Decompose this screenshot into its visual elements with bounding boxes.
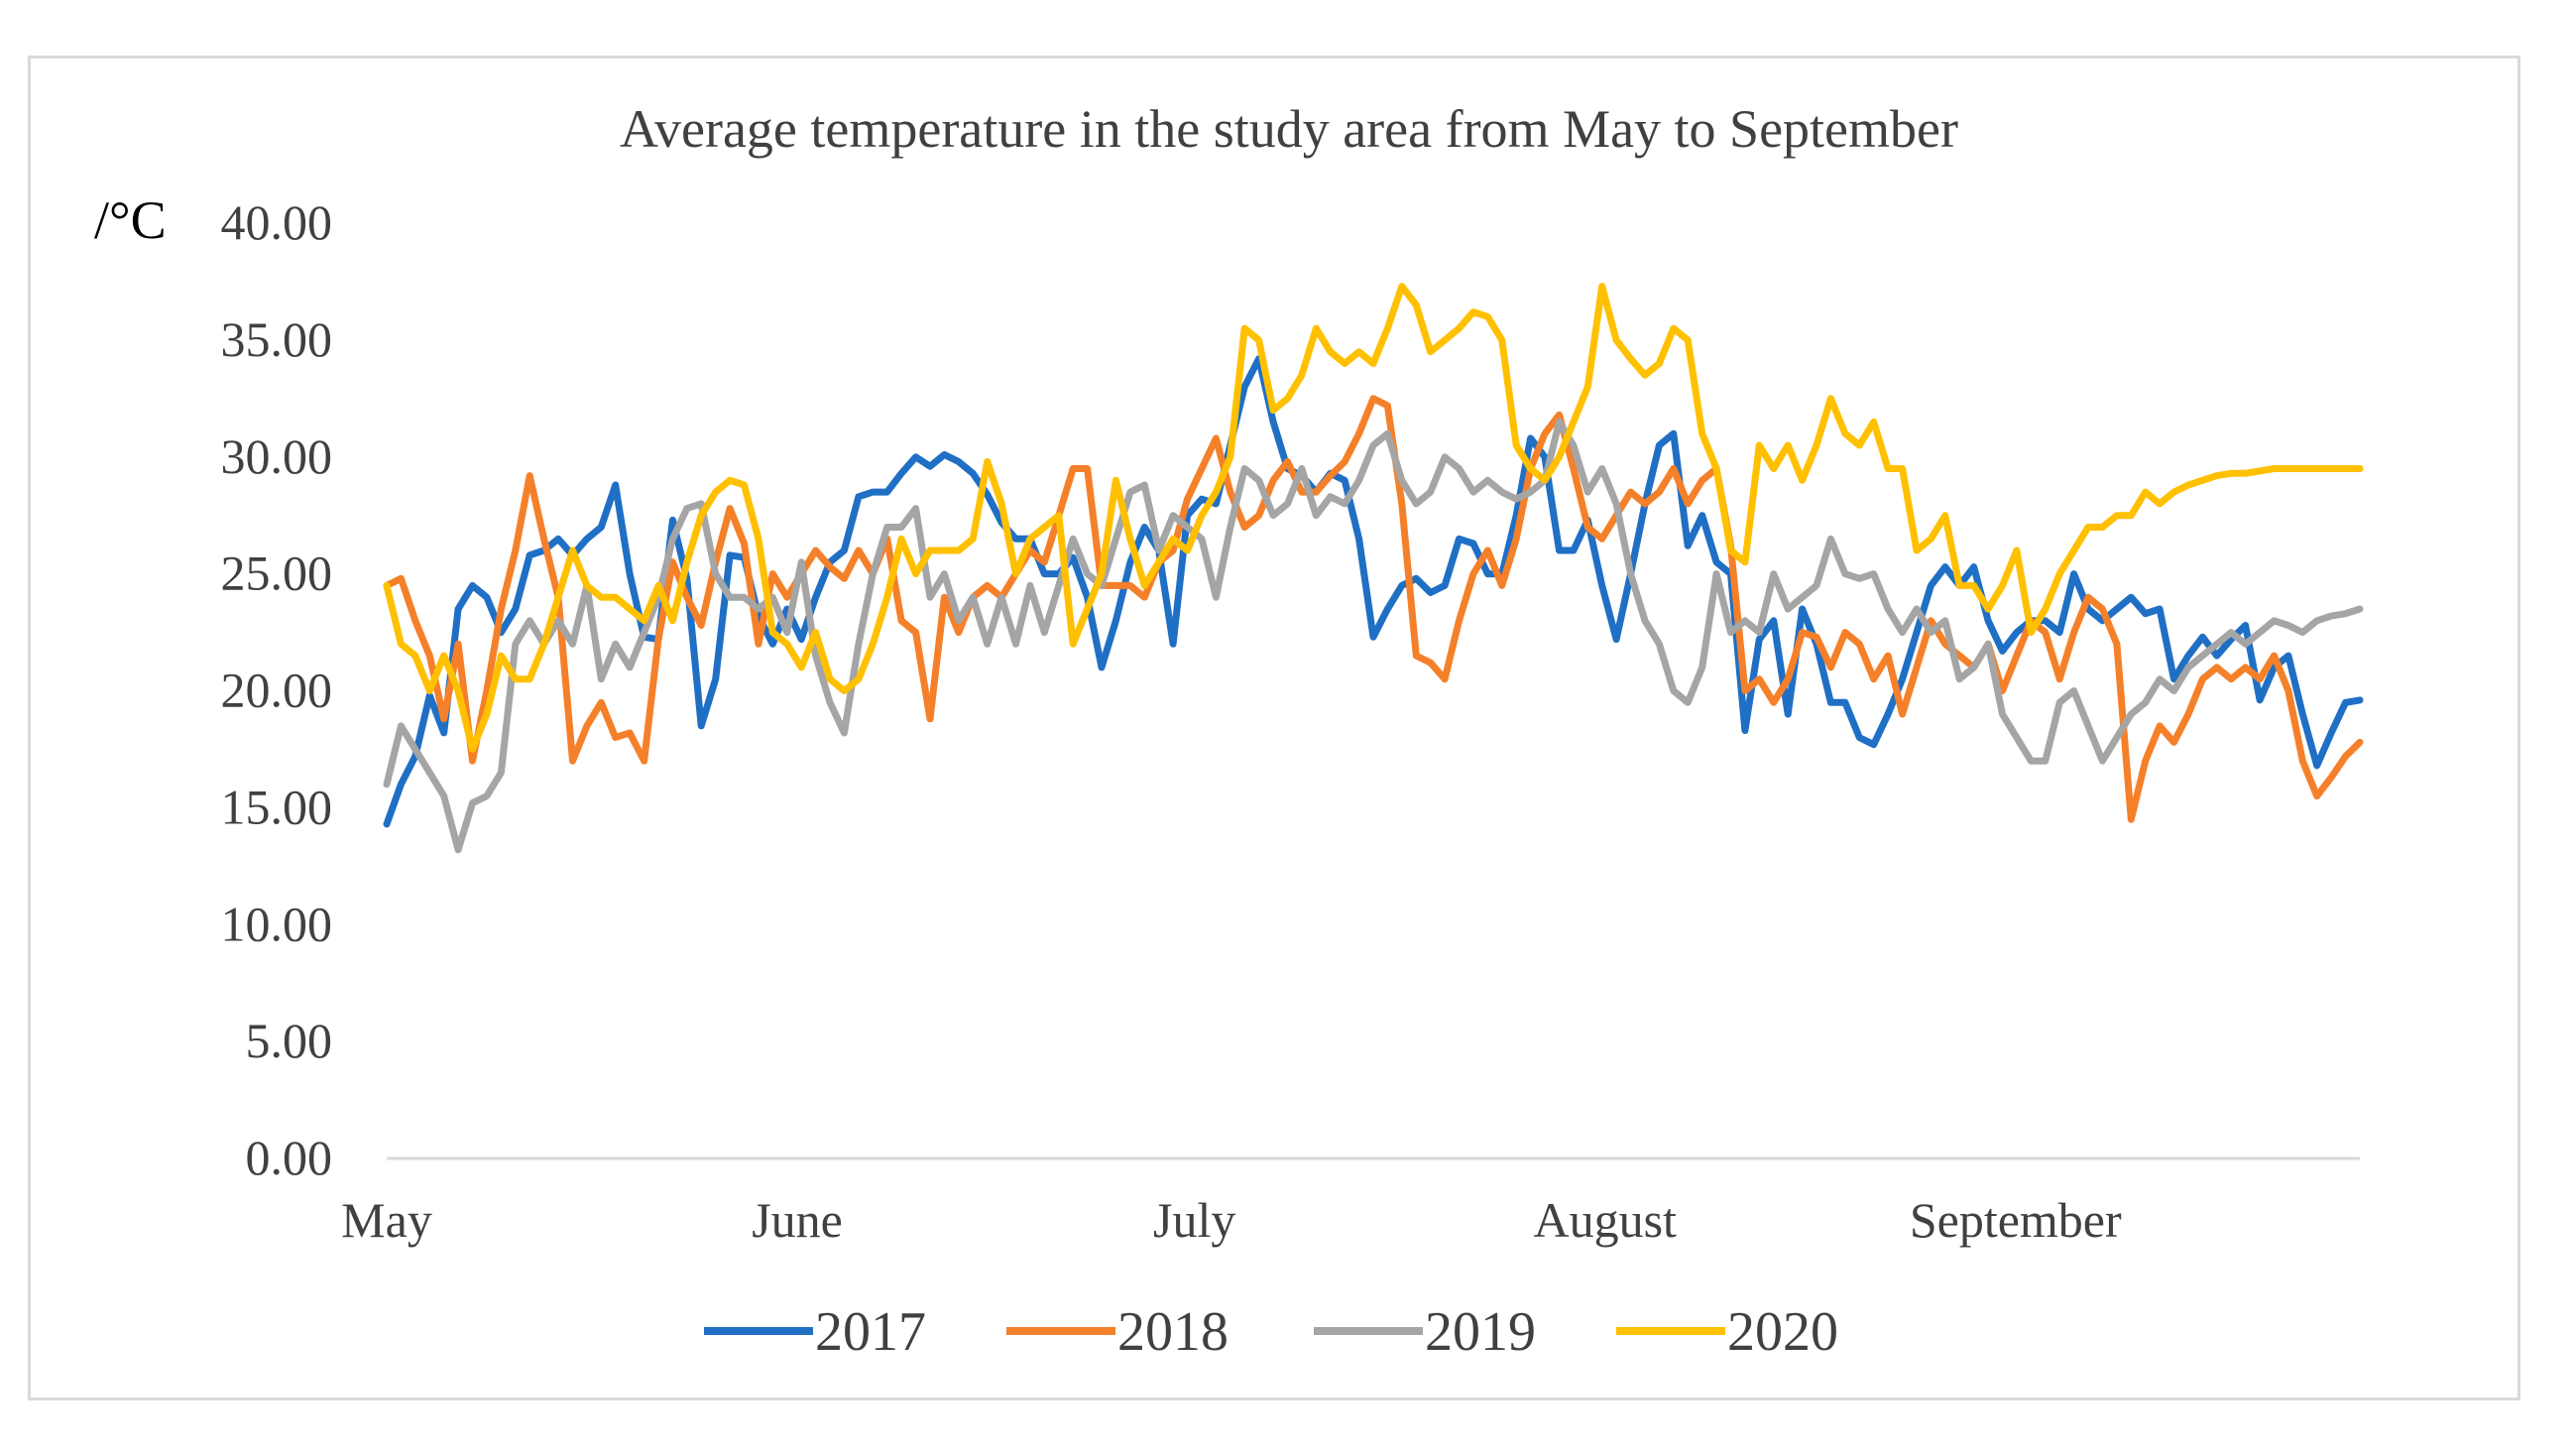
legend-label-2019: 2019 xyxy=(1425,1301,1536,1363)
legend: 2017 2018 2019 2020 xyxy=(704,1301,1838,1363)
legend-label-2018: 2018 xyxy=(1117,1301,1229,1363)
y-tick-label: 40.00 xyxy=(221,194,333,250)
y-tick-label: 5.00 xyxy=(246,1013,333,1068)
series-line-2019 xyxy=(383,418,2364,854)
y-tick-label: 15.00 xyxy=(221,779,333,834)
y-tick-label: 0.00 xyxy=(246,1130,333,1185)
x-tick-label: August xyxy=(1533,1192,1677,1248)
y-axis-unit-label: /°C xyxy=(94,190,167,250)
x-tick-label: May xyxy=(341,1192,432,1248)
x-tick-label: September xyxy=(1910,1192,2122,1248)
legend-label-2017: 2017 xyxy=(815,1301,926,1363)
y-tick-label: 35.00 xyxy=(221,311,333,367)
y-tick-label: 20.00 xyxy=(221,663,333,718)
x-axis-ticks: May June July August September xyxy=(341,1192,2122,1248)
series-line-2020 xyxy=(383,283,2364,753)
series-lines xyxy=(383,283,2364,854)
y-tick-label: 10.00 xyxy=(221,896,333,951)
y-axis-ticks: 0.00 5.00 10.00 15.00 20.00 25.00 30.00 35.00 40… xyxy=(221,194,333,1185)
y-tick-label: 25.00 xyxy=(221,546,333,601)
x-tick-label: June xyxy=(752,1192,843,1248)
x-tick-label: July xyxy=(1153,1192,1235,1248)
y-tick-label: 30.00 xyxy=(221,428,333,484)
chart-title: Average temperature in the study area fr… xyxy=(620,99,1958,159)
legend-label-2020: 2020 xyxy=(1727,1301,1838,1363)
